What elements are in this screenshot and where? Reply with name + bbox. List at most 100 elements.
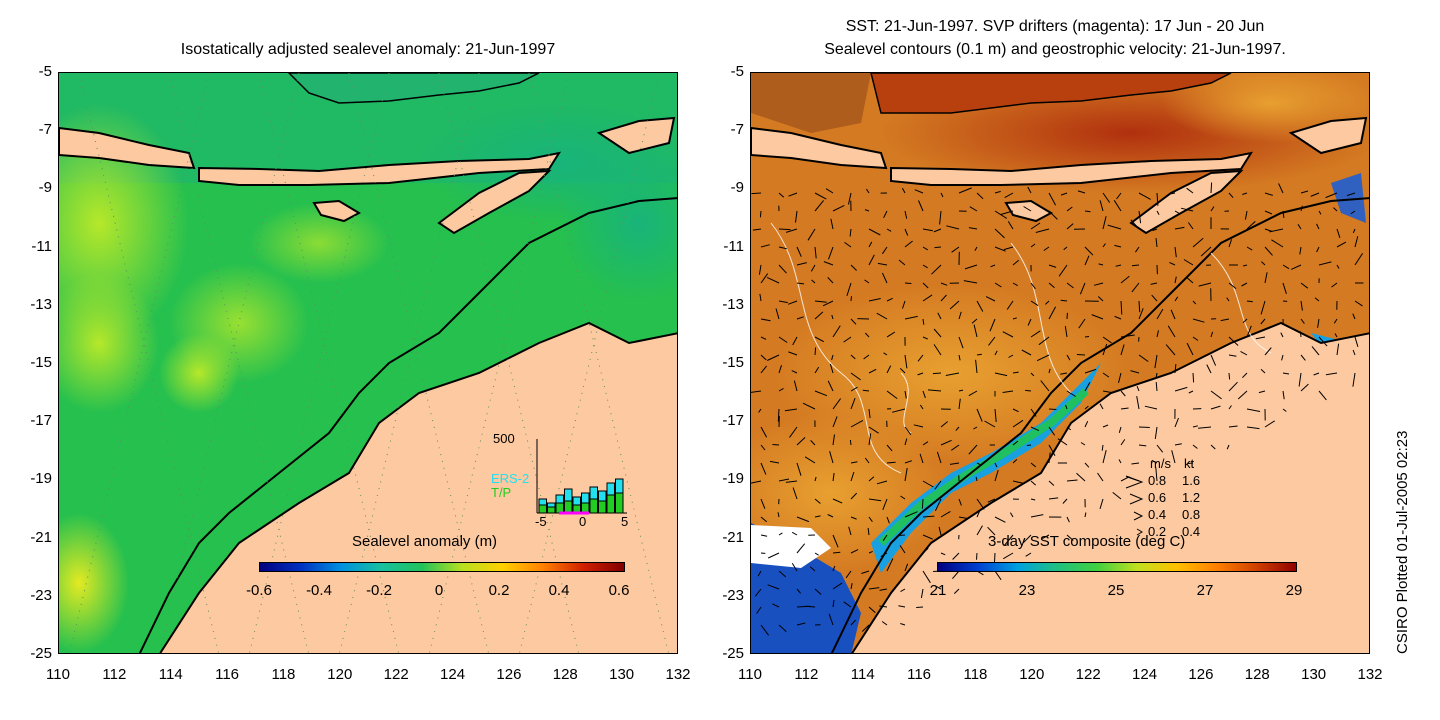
velocity-vector [868, 368, 877, 374]
velocity-vector [760, 244, 770, 248]
velocity-vector [1156, 330, 1159, 338]
velocity-vector [1300, 354, 1306, 361]
velocity-vector [904, 438, 908, 446]
velocity-vector [1241, 282, 1248, 287]
left-xtick-0: 110 [46, 666, 70, 683]
right-xtick-6: 122 [1075, 666, 1101, 683]
velocity-vector [1080, 442, 1086, 446]
velocity-vector [850, 461, 858, 464]
velocity-vector [1003, 246, 1014, 251]
velocity-vector [1156, 308, 1164, 320]
velocity-vector [1030, 480, 1037, 486]
velocity-vector [922, 336, 929, 340]
velocity-vector [922, 246, 929, 251]
velocity-vector [949, 300, 960, 310]
velocity-vector [1183, 259, 1194, 266]
right-map-panel [750, 72, 1370, 654]
velocity-vector [829, 363, 834, 374]
velocity-vector [1210, 405, 1221, 410]
velocity-vector [1057, 438, 1068, 446]
velocity-vector [886, 558, 894, 572]
velocity-vector [760, 426, 768, 438]
velocity-vector [1174, 210, 1179, 214]
velocity-vector [1152, 228, 1158, 232]
velocity-vector [922, 534, 933, 540]
velocity-vector [1120, 300, 1123, 315]
velocity-vector [891, 408, 906, 413]
velocity-vector [1099, 200, 1104, 212]
velocity-vector [751, 192, 762, 195]
velocity-vector [784, 408, 798, 412]
velocity-vector [814, 366, 820, 374]
velocity-vector [916, 606, 924, 608]
right-ytick-1: -7 [730, 121, 744, 139]
velocity-vector [793, 380, 798, 392]
left-xtick-6: 122 [383, 666, 409, 683]
velocity-vector [1192, 318, 1205, 323]
velocity-vector [827, 380, 834, 392]
velocity-vector [1260, 300, 1266, 315]
right-xtick-5: 120 [1019, 666, 1045, 683]
velocity-vector [904, 210, 908, 219]
velocity-vector [792, 487, 798, 500]
right-ytick-10: -25 [722, 645, 744, 662]
velocity-vector [777, 512, 780, 518]
velocity-vector [1076, 354, 1086, 356]
velocity-vector [1156, 444, 1164, 453]
velocity-vector [1264, 246, 1273, 256]
velocity-vector [1350, 210, 1356, 215]
velocity-vector [1012, 459, 1018, 464]
right-ytick-9: -23 [722, 586, 744, 604]
velocity-vector [1021, 349, 1032, 356]
velocity-vector [940, 282, 948, 286]
velocity-vector [1025, 389, 1032, 392]
velocity-vector [958, 187, 972, 194]
velocity-vector [850, 264, 857, 271]
velocity-vector [832, 551, 841, 554]
velocity-vector [1192, 237, 1204, 248]
velocity-vector [868, 587, 880, 590]
velocity-vector [760, 318, 771, 322]
velocity-vector [766, 354, 780, 361]
velocity-vector [1002, 331, 1014, 338]
velocity-vector [1099, 498, 1104, 510]
velocity-vector [940, 192, 944, 198]
velocity-vector [789, 426, 798, 438]
velocity-vector [864, 279, 870, 284]
velocity-vector [1228, 282, 1237, 289]
velocity-vector [814, 200, 824, 212]
velocity-vector [831, 354, 834, 361]
velocity-vector [1246, 246, 1253, 251]
velocity-vector [772, 603, 780, 608]
velocity-vector [1228, 425, 1238, 428]
velocity-vector [1066, 206, 1073, 212]
velocity-vector [1271, 239, 1284, 248]
velocity-vector [792, 336, 798, 346]
velocity-vector [931, 264, 942, 275]
velocity-vector [760, 444, 766, 451]
velocity-vector [1116, 192, 1122, 200]
velocity-vector [757, 570, 762, 577]
velocity-vector [904, 426, 912, 436]
velocity-vector [937, 312, 942, 320]
velocity-vector [1002, 390, 1014, 393]
velocity-vector [1331, 282, 1338, 288]
velocity-vector [814, 311, 824, 320]
velocity-vector [1102, 424, 1109, 428]
right-cb-label-4: 27 [1196, 582, 1214, 599]
velocity-vector [919, 453, 924, 464]
velocity-vector [1192, 372, 1195, 383]
velocity-vector [864, 209, 870, 212]
velocity-vector [1336, 264, 1340, 269]
velocity-vector [778, 478, 790, 482]
velocity-vector [1188, 390, 1194, 394]
velocity-vector [1048, 264, 1057, 268]
velocity-vector [1300, 383, 1309, 392]
velocity-vector [1264, 210, 1273, 215]
velocity-vector [940, 421, 949, 428]
velocity-vector [868, 241, 873, 248]
velocity-vector [844, 241, 852, 248]
velocity-vector [796, 262, 807, 266]
velocity-vector [1352, 228, 1356, 234]
left-ytick-2: -9 [38, 179, 52, 197]
